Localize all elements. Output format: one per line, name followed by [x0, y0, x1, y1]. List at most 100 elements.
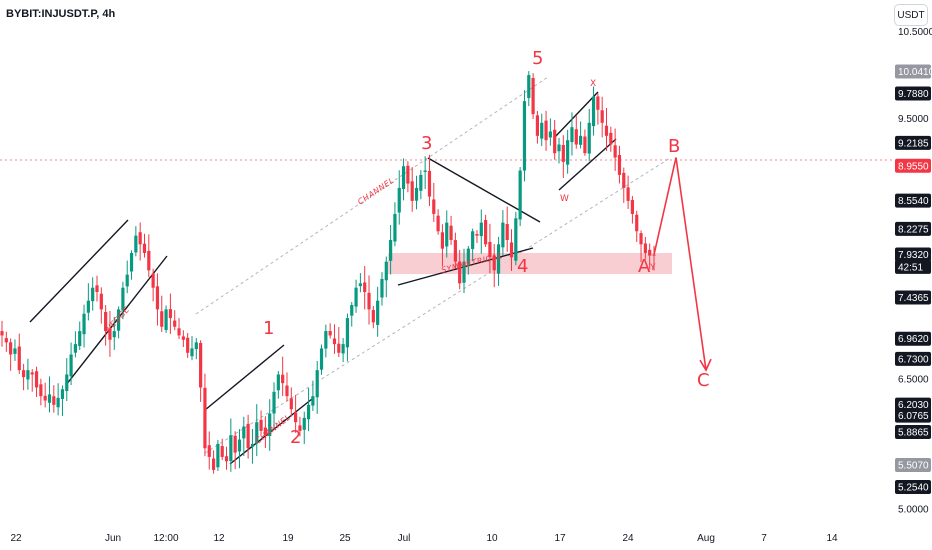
- candle-body: [548, 131, 552, 138]
- candle: [186, 333, 190, 358]
- candle: [272, 382, 276, 430]
- candle-body: [186, 337, 190, 353]
- time-tick-label: 12: [213, 533, 225, 544]
- currency-selector-button[interactable]: USDT: [894, 4, 928, 26]
- candle-body: [285, 385, 289, 397]
- candle: [501, 210, 505, 256]
- price-badge-label: 7.4365: [898, 293, 929, 304]
- candle: [13, 339, 17, 361]
- candle-body: [30, 372, 34, 375]
- candle: [643, 236, 647, 260]
- price-badge-label: 10.0410: [898, 67, 932, 78]
- candle-body: [380, 279, 384, 298]
- price-badge-label: 6.9620: [898, 334, 929, 345]
- candle-body: [319, 348, 324, 370]
- candle-body: [578, 135, 583, 145]
- price-badge: 5.5070: [895, 457, 931, 472]
- price-badge-label: 42:51: [898, 262, 923, 273]
- candle: [389, 225, 393, 275]
- candle: [311, 380, 315, 411]
- candle: [43, 382, 47, 408]
- candle-body: [129, 252, 134, 272]
- candle-body: [358, 283, 362, 287]
- candle: [155, 273, 160, 326]
- candle-body: [371, 310, 375, 323]
- candle: [445, 210, 449, 258]
- price-axis[interactable]: 10.5000 9.5000 6.5000 5.0000 10.0410 9.7880 9.…: [895, 27, 932, 515]
- price-badge-label: 8.2275: [898, 224, 929, 235]
- candle: [276, 371, 280, 399]
- candle: [220, 438, 224, 460]
- candle: [298, 416, 302, 437]
- candle-body: [423, 170, 427, 172]
- wave-label-5: 5: [532, 48, 543, 69]
- candle: [371, 306, 375, 329]
- candle-body: [203, 387, 207, 449]
- candle-body: [600, 110, 604, 123]
- price-badge: 5.2540: [895, 479, 931, 494]
- candle: [578, 121, 583, 149]
- candle-body: [259, 419, 263, 431]
- candle-body: [643, 243, 647, 253]
- candle-body: [389, 239, 393, 261]
- price-badge: 6.0765: [895, 408, 931, 423]
- candle-body: [199, 342, 203, 388]
- price-badge-label: 8.5540: [898, 196, 929, 207]
- candle-body: [43, 395, 47, 401]
- candle: [104, 305, 108, 346]
- candle: [475, 230, 479, 243]
- candle-body: [211, 458, 216, 470]
- candle-body: [190, 348, 194, 357]
- candle: [30, 368, 34, 392]
- candle-body: [488, 241, 492, 258]
- candle: [557, 137, 561, 164]
- candle-body: [458, 261, 462, 284]
- candle-body: [648, 249, 652, 256]
- price-badge: 9.2185: [895, 135, 931, 150]
- candle-body: [367, 292, 371, 310]
- candle: [9, 338, 13, 371]
- candle-body: [440, 232, 445, 249]
- candle-body: [39, 384, 43, 397]
- candle-body: [479, 222, 483, 237]
- candle: [95, 275, 99, 302]
- candle: [147, 234, 151, 278]
- candle: [432, 182, 436, 222]
- candle-body: [78, 331, 82, 347]
- candle-body: [553, 129, 557, 154]
- candle: [289, 387, 293, 417]
- candle-body: [570, 127, 574, 143]
- candle-body: [518, 170, 522, 220]
- candle-body: [4, 338, 8, 343]
- candle: [397, 170, 401, 225]
- time-tick-label: 10: [486, 533, 498, 544]
- price-tick-label: 9.5000: [898, 114, 929, 125]
- price-badge-label: 9.2185: [898, 138, 929, 149]
- candle-body: [609, 132, 613, 145]
- candle-body: [112, 331, 116, 338]
- price-badge-bg: [895, 158, 931, 173]
- candle-body: [384, 261, 388, 281]
- price-badge-bg: [895, 351, 931, 366]
- time-axis[interactable]: 22 Jun 12:00 12 19 25 Jul 10 17 24 Aug 7 14: [10, 533, 838, 544]
- candle: [514, 211, 518, 266]
- candle-body: [151, 273, 155, 288]
- candle-body: [34, 371, 39, 388]
- candle-body: [613, 145, 617, 158]
- candle: [617, 145, 622, 184]
- candle: [306, 388, 311, 432]
- price-badge-label: 6.7300: [898, 354, 929, 365]
- candle: [613, 128, 617, 171]
- candle: [203, 373, 207, 457]
- candle-body: [142, 243, 147, 253]
- candle: [211, 450, 216, 474]
- candle-body: [345, 318, 350, 348]
- candle-body: [341, 344, 345, 354]
- candle: [509, 229, 514, 271]
- price-badge-bg: [895, 135, 931, 150]
- candle: [34, 366, 39, 398]
- candle: [466, 246, 470, 275]
- candle: [242, 416, 246, 457]
- candle-body: [294, 412, 298, 423]
